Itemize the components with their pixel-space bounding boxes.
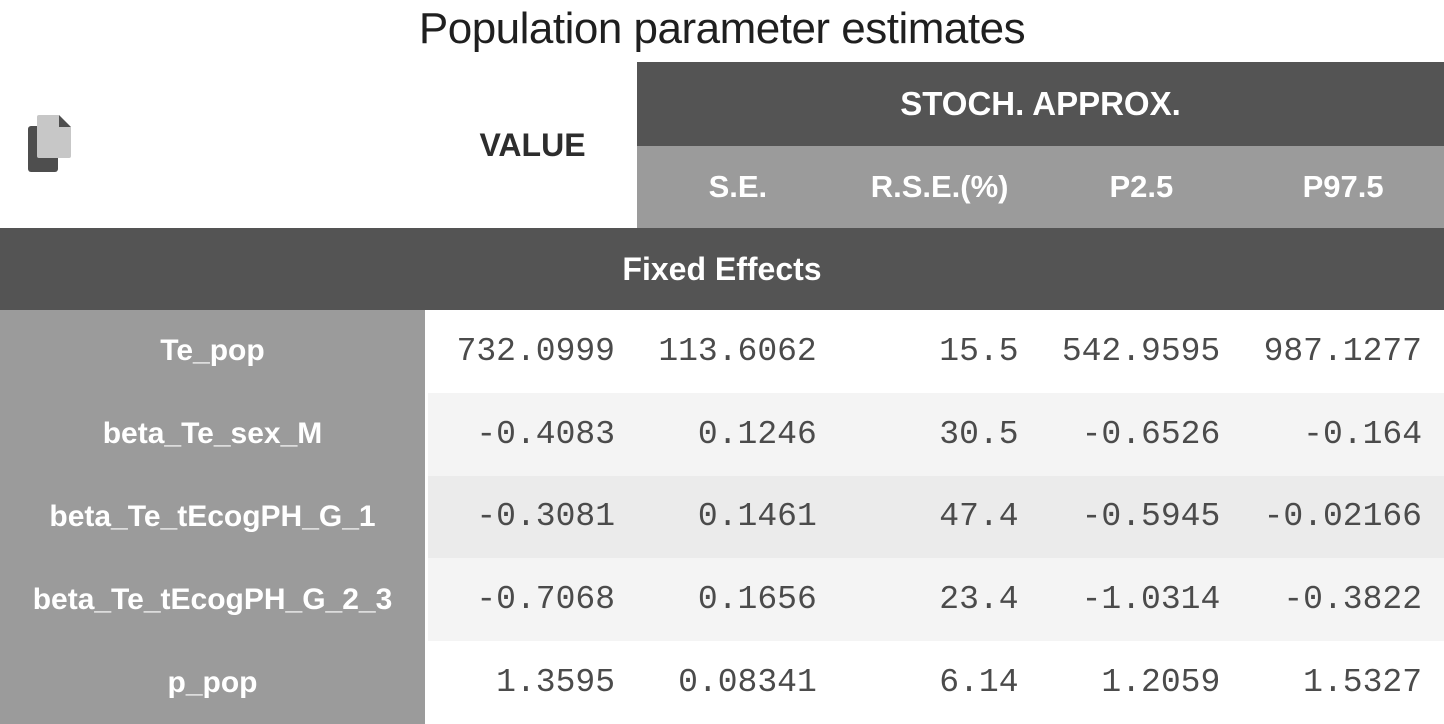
column-header-p25: P2.5 xyxy=(1109,169,1174,204)
value-cell: -0.3081 xyxy=(428,475,637,559)
rse-cell: 15.5 xyxy=(838,310,1041,393)
row-label: beta_Te_sex_M xyxy=(0,392,428,476)
p975-cell: -0.02166 xyxy=(1242,475,1444,559)
column-header-se: S.E. xyxy=(708,169,768,204)
rse-cell: 47.4 xyxy=(838,475,1041,559)
subheader-row: S.E. R.S.E.(%) P2.5 P97.5 xyxy=(637,146,1444,228)
column-header-p975: P97.5 xyxy=(1302,169,1384,204)
se-cell: 113.6062 xyxy=(637,310,839,393)
section-header-fixed-effects: Fixed Effects xyxy=(0,228,1444,310)
rse-cell: 23.4 xyxy=(838,558,1041,642)
value-cell: 732.0999 xyxy=(428,310,637,393)
p25-cell: 1.2059 xyxy=(1040,641,1243,724)
table-body: Te_pop 732.0999 113.6062 15.5 542.9595 9… xyxy=(0,310,1444,724)
row-label: Te_pop xyxy=(0,310,428,393)
se-cell: 0.1246 xyxy=(637,392,839,476)
row-label: beta_Te_tEcogPH_G_1 xyxy=(0,475,428,559)
se-cell: 0.1656 xyxy=(637,558,839,642)
p25-cell: -0.5945 xyxy=(1040,475,1243,559)
column-header-rse: R.S.E.(%) xyxy=(870,169,1009,204)
column-group-header-stoch-approx: STOCH. APPROX. xyxy=(637,62,1444,146)
table-row: beta_Te_tEcogPH_G_1 -0.3081 0.1461 47.4 … xyxy=(0,475,1444,559)
se-cell: 0.08341 xyxy=(637,641,839,724)
p25-cell: 542.9595 xyxy=(1040,310,1243,393)
p975-cell: -0.3822 xyxy=(1242,558,1444,642)
p975-cell: 1.5327 xyxy=(1242,641,1444,724)
table-row: Te_pop 732.0999 113.6062 15.5 542.9595 9… xyxy=(0,310,1444,393)
row-label: p_pop xyxy=(0,641,428,724)
rse-cell: 30.5 xyxy=(838,392,1041,476)
p975-cell: 987.1277 xyxy=(1242,310,1444,393)
copy-icon[interactable] xyxy=(28,115,72,173)
page-title: Population parameter estimates xyxy=(418,4,1026,53)
p25-cell: -0.6526 xyxy=(1040,392,1243,476)
value-cell: 1.3595 xyxy=(428,641,637,724)
table-row: beta_Te_tEcogPH_G_2_3 -0.7068 0.1656 23.… xyxy=(0,558,1444,642)
value-cell: -0.4083 xyxy=(428,392,637,476)
column-header-value: VALUE xyxy=(479,126,586,163)
table-row: beta_Te_sex_M -0.4083 0.1246 30.5 -0.652… xyxy=(0,392,1444,476)
table-row: p_pop 1.3595 0.08341 6.14 1.2059 1.5327 xyxy=(0,641,1444,724)
value-cell: -0.7068 xyxy=(428,558,637,642)
row-label: beta_Te_tEcogPH_G_2_3 xyxy=(0,558,428,642)
se-cell: 0.1461 xyxy=(637,475,839,559)
rse-cell: 6.14 xyxy=(838,641,1041,724)
p975-cell: -0.164 xyxy=(1242,392,1444,476)
p25-cell: -1.0314 xyxy=(1040,558,1243,642)
